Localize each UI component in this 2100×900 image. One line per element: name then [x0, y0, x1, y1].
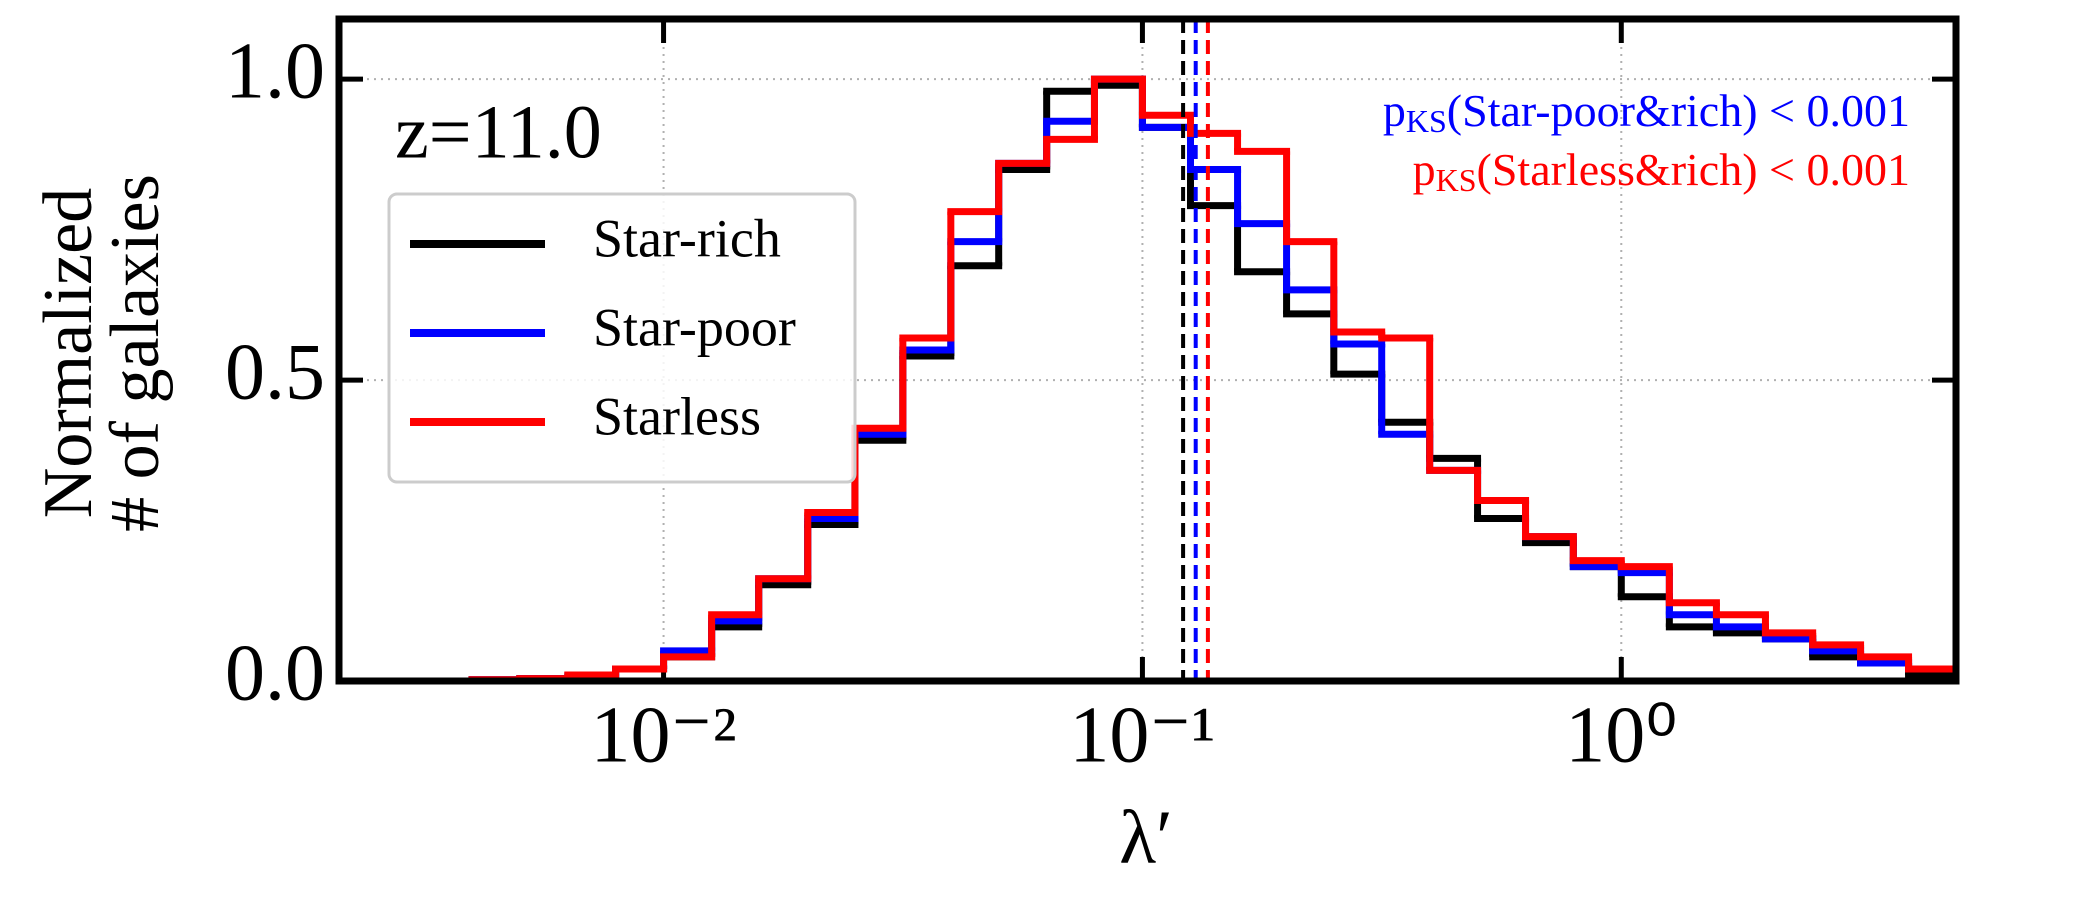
annotation-part: (Starless&rich) < 0.001 [1477, 144, 1910, 195]
legend-box [387, 192, 857, 484]
y-tick-label: 0.0 [225, 629, 325, 717]
y-tick-label: 0.5 [225, 328, 325, 416]
legend-label: Starless [593, 386, 761, 446]
x-tick-label: 10⁻¹ [1069, 691, 1215, 779]
annotation-part: p [1383, 85, 1406, 136]
annotation: pKS(Starless&rich) < 0.001 [1413, 144, 1910, 199]
annotation-part: (Star-poor&rich) < 0.001 [1447, 85, 1910, 136]
annotation: z=11.0 [395, 90, 602, 174]
annotation-subscript: KS [1436, 162, 1477, 198]
y-tick-label: 1.0 [225, 28, 325, 116]
annotation-subscript: KS [1406, 103, 1447, 139]
y-axis-label: Normalized [30, 188, 107, 518]
legend-label: Star-rich [593, 208, 781, 268]
axes-frame [335, 15, 1960, 685]
x-tick-label: 10⁰ [1565, 691, 1677, 779]
annotation: pKS(Star-poor&rich) < 0.001 [1383, 85, 1910, 140]
x-tick-label: 10⁻² [590, 691, 736, 779]
y-axis-label: # of galaxies [97, 174, 174, 532]
x-axis-label: λ′ [1119, 795, 1172, 879]
legend-label: Star-poor [593, 297, 796, 357]
annotation-part: p [1413, 144, 1436, 195]
